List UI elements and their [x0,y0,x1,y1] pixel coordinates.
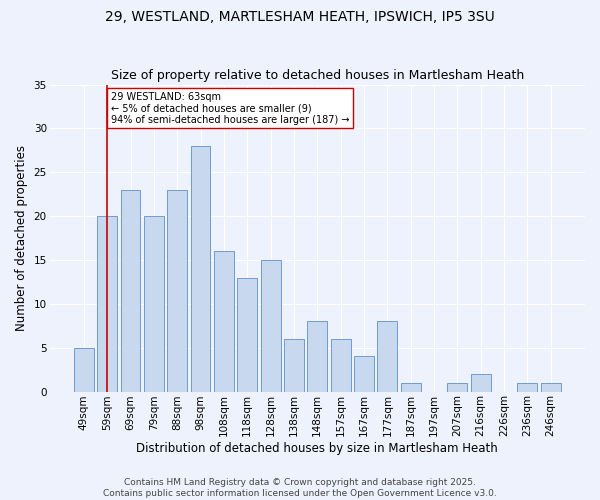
Bar [307,322,327,392]
Title: Size of property relative to detached houses in Martlesham Heath: Size of property relative to detached ho… [110,69,524,82]
Bar [121,190,140,392]
Text: Contains HM Land Registry data © Crown copyright and database right 2025.
Contai: Contains HM Land Registry data © Crown c… [103,478,497,498]
Bar [167,190,187,392]
Bar [284,339,304,392]
Bar [401,383,421,392]
Bar [448,383,467,392]
X-axis label: Distribution of detached houses by size in Martlesham Heath: Distribution of detached houses by size … [136,442,498,455]
Bar [541,383,560,392]
Bar [191,146,211,392]
Bar [331,339,350,392]
Bar [377,322,397,392]
Bar [260,260,281,392]
Y-axis label: Number of detached properties: Number of detached properties [15,145,28,331]
Bar [238,278,257,392]
Text: 29 WESTLAND: 63sqm
← 5% of detached houses are smaller (9)
94% of semi-detached : 29 WESTLAND: 63sqm ← 5% of detached hous… [110,92,349,125]
Bar [97,216,117,392]
Bar [144,216,164,392]
Bar [74,348,94,392]
Bar [354,356,374,392]
Bar [214,251,234,392]
Text: 29, WESTLAND, MARTLESHAM HEATH, IPSWICH, IP5 3SU: 29, WESTLAND, MARTLESHAM HEATH, IPSWICH,… [105,10,495,24]
Bar [517,383,538,392]
Bar [471,374,491,392]
